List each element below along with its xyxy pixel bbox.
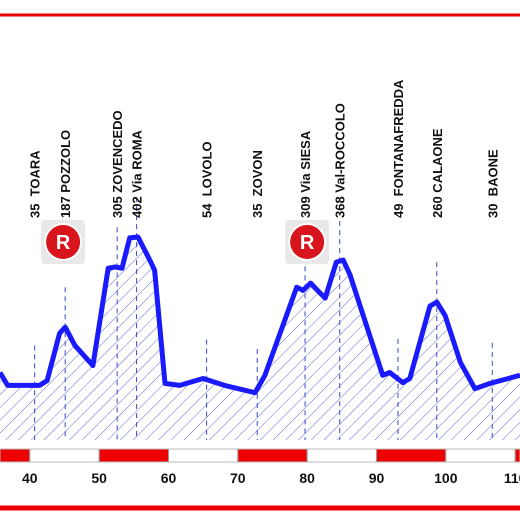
waypoint-label: 187 POZZOLO	[58, 130, 73, 218]
distance-segment	[375, 448, 447, 463]
x-tick-label: 100	[434, 470, 458, 486]
marker-label: R	[300, 232, 315, 254]
waypoint-label: 35 ZOVON	[250, 150, 265, 218]
x-tick-label: 70	[230, 470, 246, 486]
marker-label: R	[56, 232, 71, 254]
distance-segment	[29, 448, 100, 463]
distance-segment	[445, 448, 516, 463]
distance-segment	[167, 448, 239, 463]
distance-segment	[0, 448, 31, 463]
waypoint-label: 368 Val-ROCCOLO	[333, 103, 348, 218]
marker-circle	[288, 223, 327, 261]
x-tick-label: 90	[369, 470, 385, 486]
waypoint-label: 49 FONTANAFREDDA	[391, 79, 406, 218]
waypoint-label: 309 Via SIESA	[298, 130, 313, 218]
waypoint-label: 30 BAONE	[485, 149, 500, 218]
distance-segment	[237, 448, 308, 463]
x-tick-label: 60	[161, 470, 177, 486]
waypoint-label: 402 Via ROMA	[130, 129, 145, 218]
x-tick-label: 50	[91, 470, 107, 486]
waypoint-label: 54 LOVOLO	[200, 141, 215, 218]
distance-segment	[514, 448, 520, 463]
distance-segment	[306, 448, 377, 463]
profile-area	[0, 237, 520, 440]
waypoint-label: 35 TOARA	[28, 150, 43, 218]
profile-line	[0, 234, 520, 396]
x-tick-label: 110	[504, 470, 520, 486]
distance-segment	[98, 448, 169, 463]
marker-circle	[44, 223, 83, 261]
waypoint-label: 305 ZOVENCEDO	[110, 110, 125, 218]
x-tick-label: 40	[22, 470, 38, 486]
waypoint-label: 260 CALAONE	[430, 128, 445, 218]
x-tick-label: 80	[299, 470, 315, 486]
